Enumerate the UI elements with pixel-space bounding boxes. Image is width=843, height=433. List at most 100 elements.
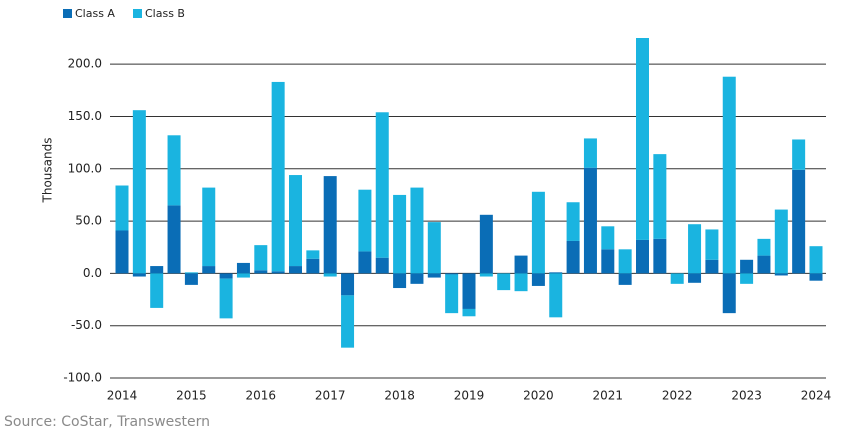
bar [358,189,372,252]
bar [375,257,389,274]
bar [531,273,545,286]
bar [289,266,302,274]
bar [566,240,580,274]
bar [514,255,528,274]
bar [115,185,129,231]
bar [792,139,806,170]
bar [375,112,389,258]
bar [688,273,702,283]
bar [757,238,771,256]
bar [132,273,146,277]
bar [410,187,424,274]
legend-label: Class B [145,7,185,20]
bar [236,262,250,274]
bar [670,273,684,284]
y-tick-label: 200.0 [68,57,102,71]
bar [705,259,719,274]
bar [271,271,285,274]
x-tick-label: 2017 [315,389,346,403]
bar [150,266,164,274]
x-tick-label: 2022 [662,389,693,403]
y-tick-label: 100.0 [68,161,102,175]
bar [601,249,615,274]
bar [184,272,198,274]
bar [774,209,788,274]
bar [306,250,320,259]
bar [167,205,181,274]
bar [549,272,563,274]
bar [774,273,788,276]
bar [115,230,129,274]
bar [271,81,285,272]
bar [705,229,719,260]
x-tick-label: 2024 [801,389,832,403]
bar [393,273,407,289]
bar [549,273,563,318]
bar [341,295,355,348]
bar [462,273,476,309]
bar [566,202,580,241]
bar [531,191,545,274]
bar [358,251,372,274]
bar [219,278,233,319]
x-tick-label: 2023 [731,389,762,403]
bar [132,110,146,274]
bar [202,187,216,267]
bar [636,38,649,240]
bar [445,274,459,314]
bar [289,175,302,267]
bar [740,259,754,274]
bar [636,239,649,274]
bar [445,273,459,275]
bar [809,246,823,274]
y-tick-label: 50.0 [75,214,102,228]
bar [583,138,597,168]
bar [497,273,511,291]
y-tick-label: -100.0 [63,371,102,385]
y-tick-label: -50.0 [71,318,102,332]
bar [479,214,493,274]
bar [809,273,823,281]
bar [410,273,424,284]
legend-swatch [133,9,142,18]
bar [688,224,702,274]
bar [254,270,268,274]
bar [219,273,233,279]
bar [722,273,736,314]
bar [583,167,597,274]
bar [184,273,198,285]
y-tick-label: 150.0 [68,109,102,123]
bar [757,255,771,274]
bar [323,176,337,274]
x-tick-label: 2019 [454,389,485,403]
bar [462,308,476,317]
x-tick-label: 2014 [107,389,138,403]
bar [514,273,528,292]
source: Source: CoStar, Transwestern [4,414,210,430]
y-tick-label: 0.0 [83,266,102,280]
bar [236,273,250,278]
x-tick-label: 2018 [384,389,415,403]
bar [427,222,441,274]
x-tick-label: 2020 [523,389,554,403]
legend-swatch [63,9,72,18]
bar [722,76,736,274]
bar [427,273,441,278]
bar [167,135,181,206]
bar [254,245,268,271]
x-tick-label: 2021 [593,389,624,403]
bar [653,238,667,274]
bar [479,273,493,277]
bar [393,194,407,274]
bar [792,169,806,274]
bar [618,273,632,285]
x-tick-label: 2015 [176,389,207,403]
bar [202,266,216,274]
bar [601,226,615,250]
bar [150,273,164,308]
y-axis-label: Thousands [41,138,55,204]
bar [306,258,320,274]
bar [740,273,754,284]
bar [653,154,667,239]
